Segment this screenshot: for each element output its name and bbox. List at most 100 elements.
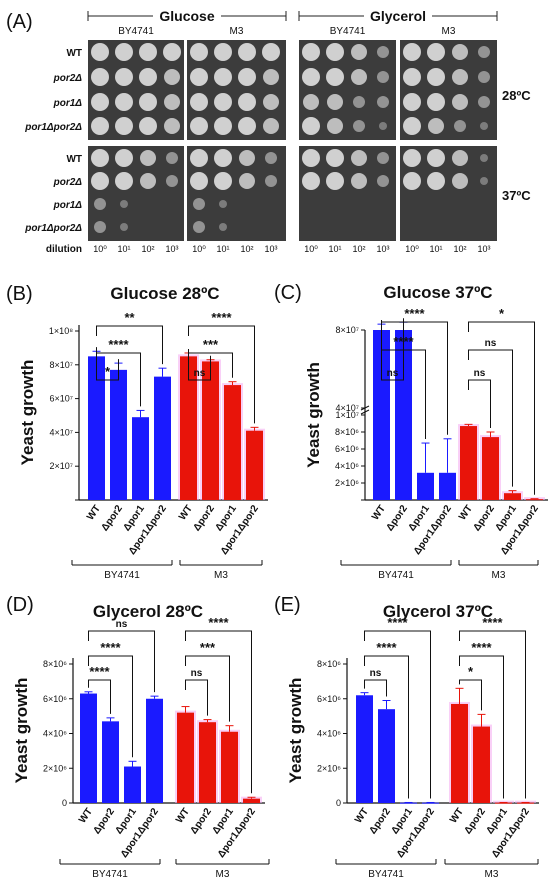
yeast-spot — [427, 68, 445, 86]
bar-by4741-1 — [110, 369, 127, 500]
y-tick-label: 4×10⁷ — [335, 403, 359, 413]
yeast-spot — [164, 94, 180, 110]
yeast-spot — [351, 150, 367, 166]
y-tick-label: 2×10⁶ — [335, 478, 359, 488]
yeast-spot — [302, 149, 320, 167]
yeast-spot — [190, 68, 208, 86]
strain-row-label: por1Δpor2Δ — [24, 223, 82, 234]
yeast-spot — [91, 172, 109, 190]
significance-label: ** — [124, 310, 135, 325]
significance-label: *** — [203, 337, 219, 352]
significance-bracket — [188, 348, 233, 378]
x-tick-label: WT — [353, 806, 371, 825]
yeast-spot — [193, 221, 205, 233]
dilution-tick: 10¹ — [429, 244, 442, 254]
yeast-spot — [139, 43, 157, 61]
yeast-spot — [219, 223, 227, 231]
yeast-spot — [263, 69, 279, 85]
bar-m3-1 — [202, 361, 219, 500]
x-tick-label: Δpor2 — [188, 806, 214, 836]
significance-label: * — [468, 664, 474, 679]
yeast-spot — [164, 69, 180, 85]
significance-bracket — [96, 347, 141, 407]
bar-m3-3 — [517, 802, 534, 804]
yeast-spot — [452, 94, 468, 110]
yeast-spot — [377, 175, 389, 187]
yeast-spot — [190, 149, 208, 167]
panel-label: (B) — [6, 283, 33, 305]
yeast-spot — [91, 43, 109, 61]
yeast-spot — [91, 68, 109, 86]
significance-bracket — [96, 325, 163, 365]
x-tick-label: Δpor2 — [191, 503, 217, 533]
bar-by4741-0 — [88, 356, 105, 500]
yeast-spot — [239, 173, 255, 189]
x-tick-label: Δpor2 — [462, 806, 488, 836]
dilution-tick: 10⁰ — [93, 244, 107, 254]
yeast-spot — [303, 94, 319, 110]
significance-bracket — [381, 320, 426, 440]
bar-by4741-2 — [132, 417, 149, 500]
x-tick-label: WT — [448, 806, 466, 825]
yeast-spot — [238, 93, 256, 111]
y-axis-label: Yeast growth — [18, 360, 37, 466]
bar-by4741-0 — [80, 693, 97, 803]
bar-by4741-1 — [102, 721, 119, 803]
yeast-spot — [190, 117, 208, 135]
yeast-spot — [115, 149, 133, 167]
dilution-label: dilution — [46, 244, 82, 255]
bar-by4741-3 — [154, 376, 171, 500]
yeast-spot — [163, 43, 181, 61]
bar-by4741-1 — [395, 330, 412, 500]
yeast-spot — [427, 93, 445, 111]
significance-bracket — [188, 348, 211, 381]
yeast-spot — [478, 71, 490, 83]
bar-highlight — [493, 800, 514, 803]
significance-label: **** — [376, 640, 397, 655]
bar-m3-0 — [451, 703, 468, 803]
yeast-spot — [351, 173, 367, 189]
yeast-spot — [377, 46, 389, 58]
y-tick-label: 1×10⁷ — [335, 410, 359, 420]
yeast-spot — [326, 43, 344, 61]
panel-label-a: (A) — [6, 11, 33, 33]
medium-header-bg — [153, 6, 221, 24]
yeast-spot — [480, 154, 488, 162]
x-tick-label: WT — [85, 503, 103, 522]
yeast-spot — [166, 152, 178, 164]
yeast-spot — [238, 43, 256, 61]
group-label: M3 — [492, 570, 506, 581]
yeast-spot — [91, 149, 109, 167]
yeast-spot — [115, 172, 133, 190]
bar-m3-0 — [177, 712, 194, 803]
yeast-spot — [326, 149, 344, 167]
strain-row-label: por1Δpor2Δ — [24, 122, 82, 133]
bar-by4741-2 — [400, 802, 417, 804]
x-tick-label: WT — [77, 806, 95, 825]
significance-label: ns — [474, 368, 486, 379]
dilution-tick: 10³ — [477, 244, 490, 254]
strain-row-label: por2Δ — [53, 177, 83, 188]
yeast-spot — [214, 93, 232, 111]
dilution-tick: 10² — [240, 244, 253, 254]
yeast-spot — [427, 43, 445, 61]
yeast-spot — [139, 117, 157, 135]
significance-label: **** — [89, 664, 110, 679]
yeast-spot — [403, 172, 421, 190]
group-label: M3 — [214, 570, 228, 581]
y-tick-label: 8×10⁶ — [43, 659, 67, 669]
strain-header: BY4741 — [118, 26, 154, 37]
yeast-spot — [166, 175, 178, 187]
significance-bracket — [468, 321, 535, 495]
yeast-spot — [140, 173, 156, 189]
bar-m3-2 — [495, 802, 512, 804]
x-tick-label: Δpor2 — [471, 503, 497, 533]
bar-m3-3 — [246, 430, 263, 500]
group-label: BY4741 — [104, 570, 140, 581]
strain-row-label: por2Δ — [53, 73, 83, 84]
significance-bracket — [381, 320, 448, 435]
yeast-spot — [403, 43, 421, 61]
yeast-spot — [428, 118, 444, 134]
x-tick-label: WT — [457, 503, 475, 522]
